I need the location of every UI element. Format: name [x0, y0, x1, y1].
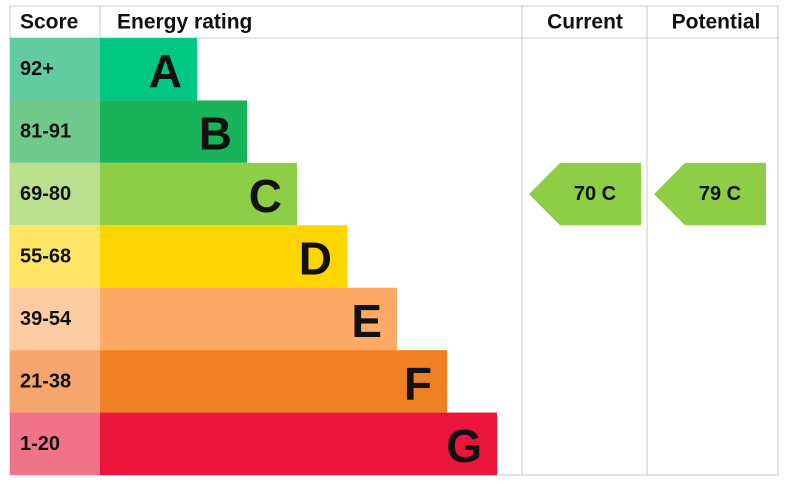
- rating-bar: [100, 100, 247, 163]
- rating-letter: G: [446, 420, 482, 472]
- score-label: 69-80: [20, 183, 71, 205]
- rating-letter: F: [404, 357, 432, 409]
- score-label: 21-38: [20, 370, 71, 392]
- score-label: 55-68: [20, 246, 71, 268]
- header-score: Score: [20, 11, 78, 34]
- score-cell: [10, 162, 100, 226]
- score-label: 81-91: [20, 121, 71, 143]
- rating-bar: [100, 162, 297, 226]
- header-rating: Energy rating: [117, 11, 252, 34]
- header-potential: Potential: [672, 11, 761, 34]
- rating-letter: D: [299, 233, 332, 285]
- score-label: 39-54: [20, 308, 72, 330]
- score-label: 92+: [20, 58, 54, 80]
- score-cell: [10, 100, 100, 163]
- score-cell: [10, 38, 100, 101]
- rating-letter: C: [249, 170, 282, 222]
- score-cell: [10, 412, 100, 475]
- rating-letter: A: [149, 45, 182, 97]
- rating-letter: E: [351, 295, 382, 347]
- rating-bar: [100, 225, 347, 288]
- rating-bar: [100, 287, 397, 351]
- rating-letter: B: [199, 108, 232, 160]
- rating-bar: [100, 38, 197, 101]
- score-label: 1-20: [20, 433, 60, 455]
- score-cell: [10, 350, 100, 413]
- score-cell: [10, 287, 100, 351]
- current-arrow: [529, 162, 641, 226]
- potential-arrow: [654, 162, 766, 226]
- score-cell: [10, 225, 100, 288]
- current-label: 70 C: [574, 183, 616, 205]
- rating-bar: [100, 350, 447, 413]
- header-current: Current: [547, 11, 623, 34]
- potential-label: 79 C: [699, 183, 741, 205]
- rating-bar: [100, 412, 497, 475]
